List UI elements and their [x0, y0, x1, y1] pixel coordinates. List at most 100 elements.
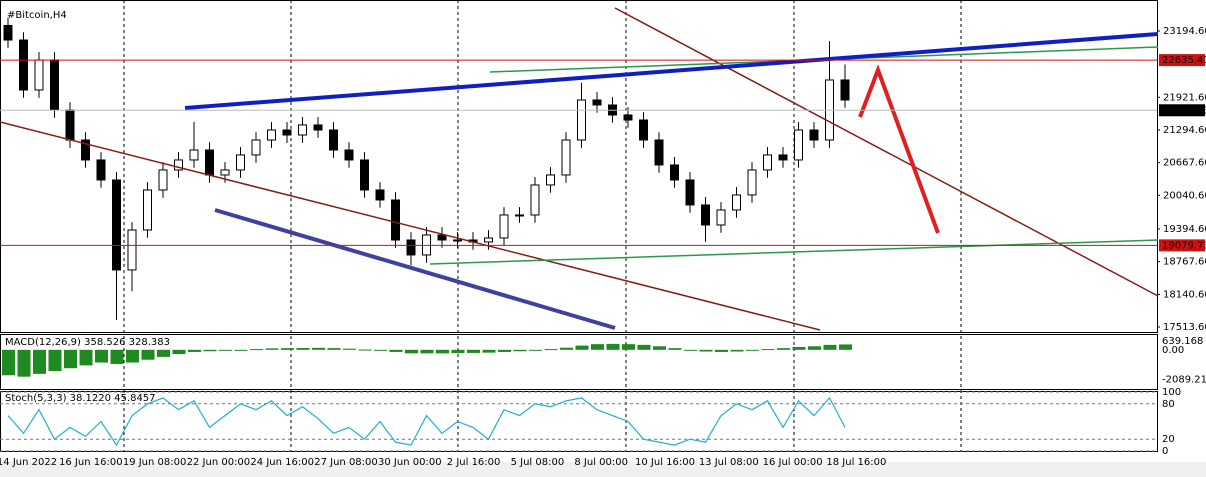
candle-body — [732, 194, 741, 211]
stoch-tick-label: 100 — [1162, 387, 1181, 398]
candle-body — [809, 129, 819, 141]
macd-bar — [606, 343, 620, 350]
macd-bar — [591, 344, 604, 350]
macd-bar — [746, 349, 759, 351]
x-tick-label: 24 Jun 16:00 — [250, 457, 314, 468]
macd-bar — [126, 349, 139, 363]
macd-tick-label: -2089.215 — [1162, 374, 1206, 385]
macd-bar — [715, 349, 728, 352]
stoch-line — [7, 396, 846, 447]
level-box — [1159, 54, 1205, 67]
macd-bar — [653, 346, 666, 350]
last-price-box — [1159, 104, 1205, 117]
macd-bar — [172, 349, 186, 355]
y-tick-label: 18767.60 — [1163, 257, 1206, 268]
macd-bar — [451, 349, 465, 354]
stoch-label: Stoch(5,3,3) 38.1220 45.8457 — [5, 393, 156, 404]
macd-bar — [808, 346, 821, 350]
macd-bar — [203, 349, 217, 352]
chart-title: #Bitcoin,H4 — [7, 10, 67, 21]
candle-body — [375, 189, 385, 201]
x-tick-label: 2 Jul 16:00 — [447, 457, 501, 468]
x-tick-label: 10 Jul 16:00 — [635, 457, 695, 468]
candle-body — [282, 129, 292, 136]
candle-body — [298, 124, 307, 136]
candle-body — [50, 59, 59, 111]
candle-body — [251, 139, 261, 156]
x-tick-label: 30 Jun 00:00 — [378, 457, 442, 468]
macd-bar — [188, 349, 201, 352]
stoch-tick-label: 80 — [1162, 399, 1175, 410]
y-tick-label: 17513.60 — [1163, 322, 1206, 333]
macd-bar — [684, 349, 697, 351]
y-tick-label: 18140.60 — [1163, 289, 1206, 300]
candle-body — [546, 174, 555, 186]
macd-panel — [0, 334, 1158, 390]
candle-body — [406, 239, 416, 256]
candle-body — [391, 199, 400, 241]
candle-body — [65, 109, 75, 141]
candle-body — [127, 229, 137, 271]
x-tick-label: 22 Jun 00:00 — [187, 457, 251, 468]
macd-bar — [312, 347, 325, 350]
candle-body — [236, 154, 245, 171]
candle-body — [499, 214, 509, 239]
y-tick-label: 21294.60 — [1163, 125, 1206, 136]
x-tick-label: 18 Jul 16:00 — [826, 457, 886, 468]
macd-bar — [777, 348, 790, 350]
candle-body — [205, 149, 214, 176]
candle-body — [267, 129, 276, 141]
candle-body — [701, 204, 710, 226]
candle-body — [670, 164, 679, 181]
candle-body — [577, 99, 586, 141]
macd-label: MACD(12,26,9) 358.526 328.383 — [5, 337, 170, 348]
macd-bar — [374, 349, 387, 351]
y-tick-label: 20667.60 — [1163, 158, 1206, 169]
macd-bar — [498, 349, 511, 352]
macd-bar — [2, 349, 15, 376]
level-label: 19079.73 — [1162, 240, 1206, 251]
macd-bar — [792, 346, 806, 350]
candle-body — [623, 114, 633, 121]
x-tick-label: 14 Jun 2022 — [0, 457, 57, 468]
y-tick-label: 20040.60 — [1163, 190, 1206, 201]
candle-body — [360, 159, 369, 191]
candle-body — [561, 139, 571, 176]
candle-body — [685, 179, 695, 206]
candle-body — [515, 214, 524, 217]
macd-bar — [405, 349, 418, 354]
macd-tick-label: 0.00 — [1162, 345, 1184, 356]
macd-bar — [327, 348, 341, 350]
tab-strip — [0, 462, 1206, 477]
candle-body — [794, 129, 803, 161]
macd-bar — [17, 349, 31, 377]
macd-bar — [622, 344, 635, 350]
macd-bar — [839, 344, 852, 350]
y-tick-label: 21921.60 — [1163, 92, 1206, 103]
macd-bar — [668, 348, 682, 350]
candle-body — [747, 169, 757, 196]
macd-bar — [141, 349, 155, 360]
macd-bar — [48, 349, 62, 372]
candle-body — [654, 139, 664, 166]
main-panel — [0, 0, 1158, 333]
macd-bar — [234, 349, 248, 351]
drawn-lines — [0, 7, 1159, 331]
x-tick-label: 19 Jun 08:00 — [123, 457, 187, 468]
candle-body — [19, 39, 28, 91]
candle-body — [592, 99, 602, 106]
x-tick-label: 27 Jun 08:00 — [314, 457, 378, 468]
candle-body — [453, 239, 462, 242]
macd-bar — [265, 348, 279, 350]
macd-bar — [389, 349, 403, 352]
macd-bar — [219, 349, 232, 351]
level-box — [1159, 239, 1205, 252]
candle-body — [143, 189, 152, 231]
macd-bar — [281, 348, 294, 350]
stoch-tick-label: 20 — [1162, 434, 1175, 445]
macd-bar — [761, 349, 775, 351]
macd-bar — [467, 349, 480, 353]
level-label: 22635.41 — [1162, 55, 1206, 66]
x-tick-label: 16 Jul 00:00 — [763, 457, 823, 468]
